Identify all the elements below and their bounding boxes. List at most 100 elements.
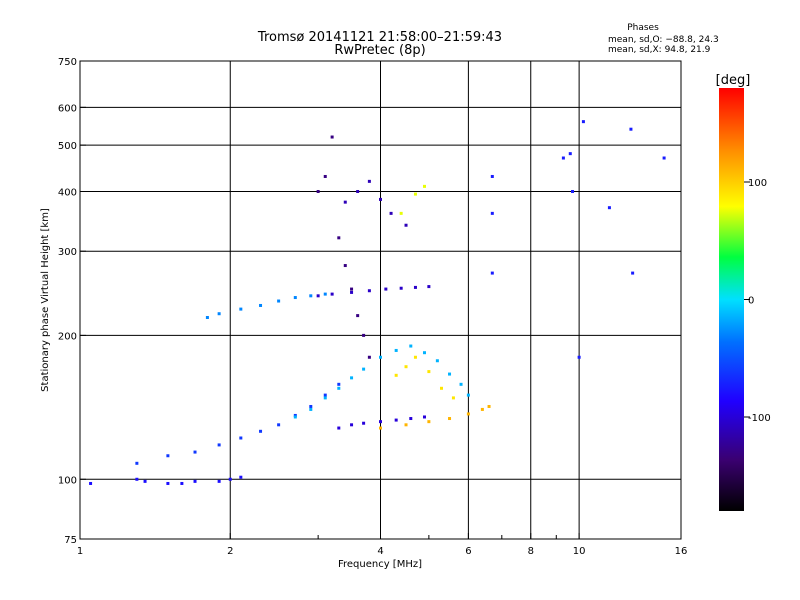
colorbar-tick-label: -100 [748, 413, 771, 424]
data-point [459, 382, 463, 386]
data-point [607, 206, 611, 210]
x-tick-label: 6 [465, 546, 471, 557]
data-point [561, 156, 565, 160]
data-point [350, 287, 354, 291]
data-point [343, 200, 347, 204]
data-point [466, 412, 470, 416]
y-tick-label: 600 [58, 103, 77, 114]
data-point [309, 294, 313, 298]
data-point [581, 120, 585, 124]
data-point [409, 344, 413, 348]
y-tick-label: 75 [64, 535, 77, 546]
data-point [577, 355, 581, 359]
data-point [379, 197, 382, 201]
data-point [323, 292, 327, 296]
data-point [413, 285, 417, 289]
data-point [217, 479, 221, 483]
data-point [404, 365, 408, 369]
data-point [309, 407, 313, 411]
data-point [427, 420, 431, 424]
data-point [293, 415, 297, 419]
data-point [379, 420, 382, 424]
data-point [480, 407, 484, 411]
x-axis-label: Frequency [MHz] [338, 559, 422, 570]
x-tick-label: 4 [377, 546, 383, 557]
data-point [217, 443, 221, 447]
data-point [422, 184, 426, 188]
data-point [448, 372, 452, 376]
data-point [89, 481, 93, 485]
data-point [166, 454, 170, 458]
phase-legend-title: Phases [627, 23, 659, 33]
data-point [362, 367, 366, 371]
data-point [228, 477, 232, 481]
scatter-points [89, 120, 666, 485]
data-point [166, 481, 170, 485]
data-point [135, 461, 139, 465]
data-point [239, 475, 243, 479]
data-point [490, 271, 494, 275]
data-point [143, 479, 147, 483]
data-point [350, 376, 354, 380]
colorbar-label: [deg] [716, 73, 751, 88]
colorbar [719, 88, 744, 511]
data-point [205, 315, 209, 319]
data-point [568, 152, 572, 156]
data-point [367, 289, 371, 293]
data-point [399, 286, 403, 290]
data-point [448, 417, 452, 421]
data-point [629, 127, 633, 131]
data-point [427, 370, 431, 374]
data-point [337, 386, 341, 390]
data-point [389, 211, 393, 215]
data-point [487, 404, 491, 408]
x-tick-label: 2 [227, 546, 233, 557]
data-point [394, 348, 398, 352]
data-point [316, 189, 320, 193]
colorbar-tick-label: 100 [748, 178, 767, 189]
chart-subtitle: RwPretec (8p) [334, 43, 425, 58]
data-point [435, 359, 439, 363]
data-point [379, 355, 382, 359]
x-tick-label: 10 [573, 546, 586, 557]
data-point [316, 294, 320, 298]
data-point [293, 413, 297, 417]
y-tick-label: 750 [58, 57, 77, 68]
data-point [362, 333, 366, 337]
phase-legend: Phases mean, sd,O: −88.8, 24.3 mean, sd,… [608, 23, 719, 55]
data-point [394, 418, 398, 422]
data-point [367, 179, 371, 183]
colorbar-tick-label: 0 [748, 296, 754, 307]
chart-title: Tromsø 20141121 21:58:00–21:59:43 [257, 30, 502, 45]
data-point [330, 135, 334, 139]
phase-legend-o-mode: mean, sd,O: −88.8, 24.3 [608, 35, 719, 45]
data-point [337, 426, 341, 430]
data-point [490, 211, 494, 215]
data-point [404, 423, 408, 427]
x-tick-label: 1 [77, 546, 83, 557]
data-point [440, 386, 444, 390]
data-point [239, 307, 243, 311]
data-point [409, 417, 413, 421]
data-point [422, 351, 426, 355]
data-point [180, 481, 184, 485]
data-point [259, 429, 263, 433]
data-point [394, 373, 398, 377]
data-point [427, 285, 431, 289]
data-point [413, 355, 417, 359]
data-point [490, 174, 494, 178]
x-tick-label: 16 [675, 546, 688, 557]
data-point [239, 436, 243, 440]
data-point [259, 303, 263, 307]
data-point [193, 450, 197, 454]
data-point [343, 264, 347, 268]
data-point [356, 189, 360, 193]
data-point [422, 415, 426, 419]
plot-grid [80, 61, 681, 539]
y-axis-ticks: 75 100 200 300 400 500 600 750 [58, 57, 86, 546]
y-tick-label: 200 [58, 331, 77, 342]
y-tick-label: 500 [58, 141, 77, 152]
x-tick-label: 8 [528, 546, 534, 557]
data-point [330, 292, 334, 296]
